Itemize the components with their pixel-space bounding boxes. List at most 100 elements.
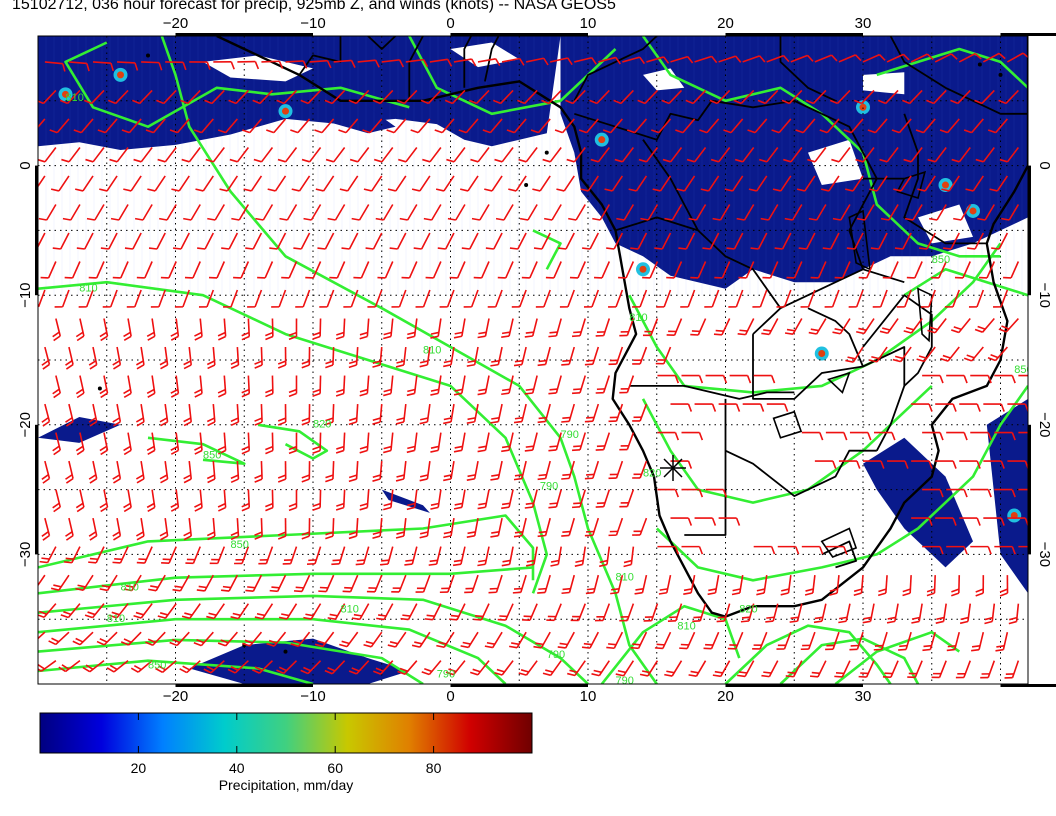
wind-barb — [133, 146, 153, 163]
contour-label: 820 — [739, 604, 757, 616]
wind-barb — [399, 204, 418, 221]
wind-barb — [795, 118, 816, 134]
wind-barb — [825, 431, 848, 441]
wind-barb — [983, 403, 1005, 412]
wind-barb — [790, 54, 814, 63]
wind-barb — [495, 204, 514, 221]
wind-barb — [38, 175, 46, 188]
wind-barb — [497, 261, 514, 279]
contour-line — [876, 47, 1028, 89]
wind-barb — [415, 574, 431, 593]
wind-barb — [946, 374, 968, 384]
wind-barb — [1006, 52, 1028, 63]
country-border — [807, 307, 864, 367]
wind-barb — [951, 318, 971, 334]
wind-barb — [419, 460, 431, 482]
wind-barb — [88, 403, 98, 427]
wind-barb — [681, 488, 704, 498]
wind-barb — [265, 489, 274, 512]
frame-bar-bottom — [450, 684, 588, 687]
wind-barb — [926, 89, 947, 105]
wind-barb — [477, 375, 490, 396]
wind-barb — [731, 575, 744, 596]
island — [977, 62, 982, 67]
wind-barb — [359, 489, 370, 511]
wind-barb — [637, 89, 659, 105]
wind-barb — [400, 603, 418, 621]
wind-barb — [501, 57, 525, 66]
country-border — [484, 36, 500, 82]
contour-label: 850 — [148, 659, 166, 671]
lon-tick-top: −20 — [163, 15, 188, 32]
wind-barb — [994, 374, 1016, 384]
contour-label: 850 — [1014, 364, 1032, 376]
wind-barb — [946, 631, 961, 652]
wind-barb — [863, 460, 885, 469]
wind-barb — [329, 261, 346, 279]
wind-barb — [157, 603, 177, 619]
wind-barb — [423, 204, 442, 221]
wind-barb — [389, 232, 407, 250]
wind-barb — [820, 175, 840, 192]
wind-barb — [112, 546, 129, 564]
wind-barb — [970, 488, 992, 498]
wind-barb — [159, 518, 169, 541]
wind-barb — [771, 118, 792, 134]
wind-barb — [917, 175, 936, 192]
wind-barb — [533, 631, 551, 649]
wind-barb — [335, 318, 346, 340]
wind-barb — [65, 403, 74, 427]
wind-barb — [75, 574, 94, 592]
wind-barb — [501, 489, 514, 510]
wind-barb — [690, 261, 707, 279]
wind-barb — [379, 546, 394, 566]
wind-barb — [348, 660, 370, 675]
wind-barb — [233, 261, 250, 279]
wind-barb — [1018, 374, 1028, 377]
wind-barb — [312, 489, 322, 511]
wind-barb — [406, 318, 418, 340]
wind-barb — [766, 403, 789, 412]
wind-barb — [509, 232, 527, 250]
wind-barb — [619, 432, 635, 451]
wind-barb — [929, 204, 947, 221]
wind-barb — [692, 603, 707, 623]
wind-barb — [991, 232, 1009, 250]
precip-core — [62, 90, 69, 98]
wind-barb — [41, 403, 51, 427]
contour-line — [38, 659, 314, 684]
geopotential-contours — [38, 36, 1028, 684]
wind-barb — [120, 631, 142, 646]
wind-barb — [716, 603, 731, 623]
wind-barb — [666, 318, 683, 336]
contour-line — [38, 280, 549, 594]
wind-barb — [756, 575, 768, 596]
precip-core — [859, 103, 867, 111]
wind-barb — [449, 261, 466, 279]
wind-barb — [999, 146, 1020, 163]
wind-barb — [801, 545, 824, 555]
wind-barb — [978, 261, 996, 279]
wind-barb — [59, 89, 81, 105]
wind-barb — [838, 460, 861, 469]
wind-barb — [277, 146, 298, 163]
wind-barb — [230, 461, 240, 484]
wind-barb — [935, 517, 957, 526]
wind-barb — [559, 289, 575, 308]
wind-barb — [678, 232, 696, 250]
wind-barb — [377, 261, 394, 279]
wind-barb — [595, 489, 611, 508]
wind-barb — [130, 660, 153, 673]
wind-barb — [373, 660, 394, 675]
wind-barb — [995, 631, 1009, 652]
wind-barb — [82, 660, 105, 673]
wind-barb — [869, 175, 888, 192]
wind-barb — [339, 175, 359, 192]
wind-barb — [206, 461, 216, 484]
wind-barb — [786, 261, 803, 279]
wind-barb — [183, 346, 192, 370]
wind-barb — [891, 118, 912, 134]
wind-barb — [76, 232, 94, 250]
wind-barb — [752, 289, 768, 308]
wind-barb — [300, 660, 322, 675]
